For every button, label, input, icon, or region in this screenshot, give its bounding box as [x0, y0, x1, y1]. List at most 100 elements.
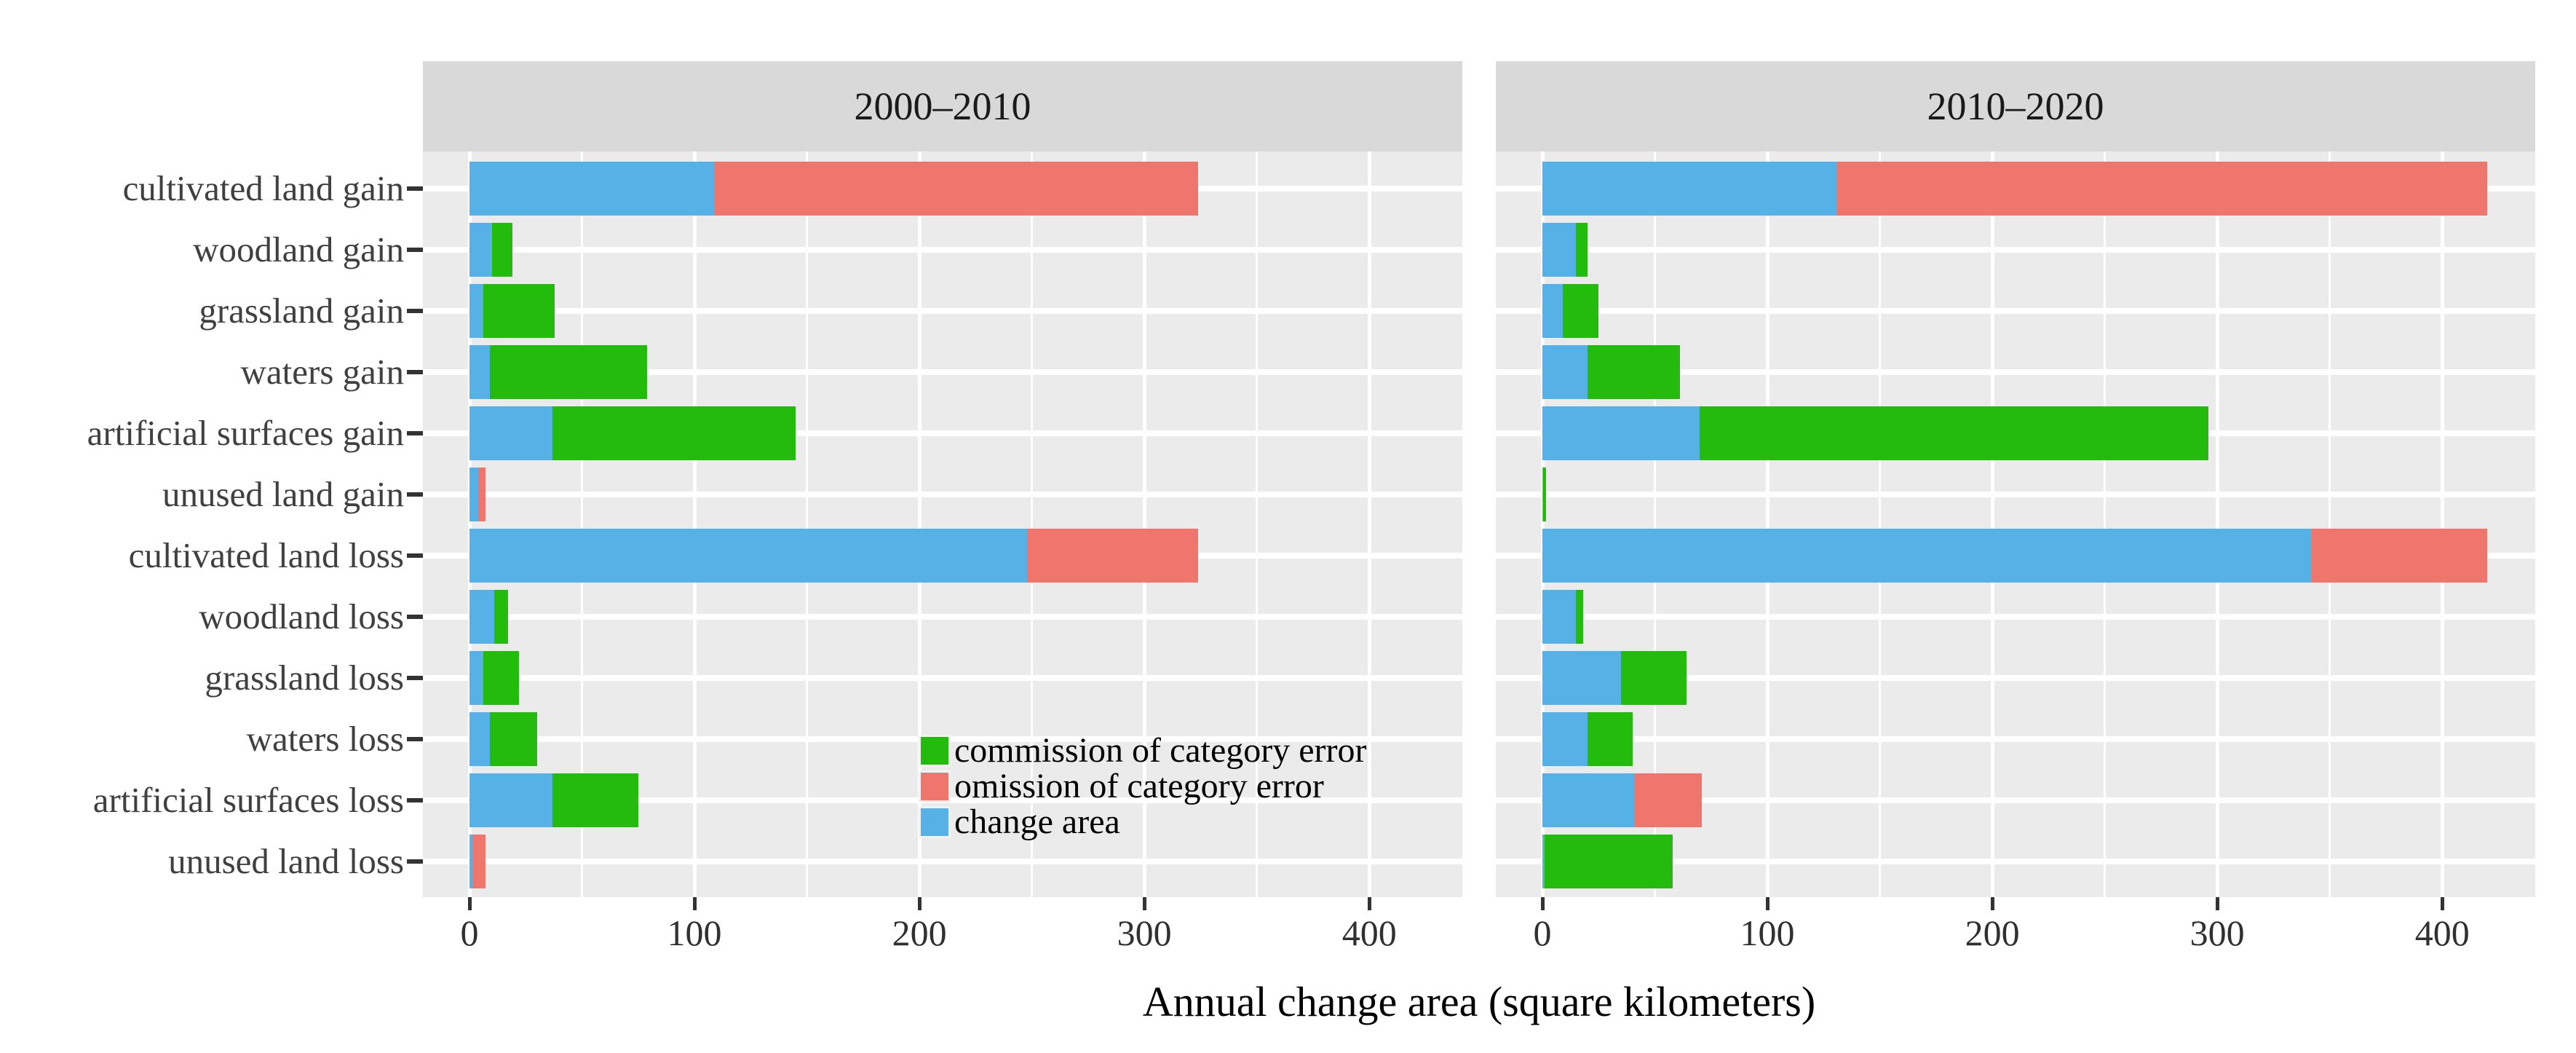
- bar-segment-change-area: [469, 162, 715, 216]
- y-axis-tick: [407, 859, 423, 864]
- y-axis-category-label: unused land loss: [168, 841, 404, 881]
- x-axis-title: Annual change area (square kilometers): [1142, 978, 1816, 1025]
- bar-row: [469, 712, 537, 766]
- bar-segment-commission: [483, 284, 555, 338]
- facet-strip: 2000–2010: [423, 61, 1462, 151]
- x-axis-tick-label: 400: [2414, 912, 2470, 953]
- grid-category-h-line: [1496, 736, 2535, 742]
- bar-segment-commission: [1700, 406, 2208, 460]
- bar-segment-change-area: [469, 345, 490, 399]
- y-axis-category-label: cultivated land gain: [122, 168, 404, 208]
- bar-segment-change-area: [469, 284, 483, 338]
- bar-row: [1542, 835, 1673, 888]
- bar-segment-omission: [1027, 529, 1199, 583]
- grid-major-v-line: [467, 151, 472, 897]
- y-axis-tick: [407, 492, 423, 497]
- bar-row: [1542, 406, 2208, 460]
- grid-minor-v-line: [1031, 151, 1034, 897]
- grid-major-v-line: [1142, 151, 1146, 897]
- y-axis-category-label: waters gain: [240, 352, 405, 392]
- x-axis-tick: [917, 897, 922, 910]
- bar-row: [469, 835, 486, 888]
- grid-category-h-line: [423, 369, 1462, 375]
- grid-major-v-line: [2440, 151, 2444, 897]
- grid-minor-v-line: [1879, 151, 1882, 897]
- y-axis-category-label: grassland loss: [205, 658, 404, 698]
- bar-segment-change-area: [469, 651, 483, 705]
- legend-label: omission of category error: [954, 767, 1324, 805]
- bar-segment-change-area: [469, 712, 490, 766]
- bar-row: [1542, 345, 1680, 399]
- bar-segment-change-area: [469, 835, 473, 888]
- grid-category-h-line: [423, 614, 1462, 620]
- bar-row: [469, 651, 519, 705]
- grid-category-h-line: [1496, 614, 2535, 620]
- grid-minor-v-line: [2329, 151, 2331, 897]
- bar-segment-change-area: [469, 223, 492, 277]
- bar-row: [469, 406, 796, 460]
- x-axis-tick: [467, 897, 472, 910]
- bar-segment-change-area: [1542, 835, 1545, 888]
- x-axis-tick-label: 400: [1341, 912, 1397, 953]
- grid-minor-v-line: [2104, 151, 2107, 897]
- x-axis-tick: [1990, 897, 1994, 910]
- bar-segment-commission: [1587, 345, 1680, 399]
- grid-category-h-line: [423, 247, 1462, 253]
- x-axis-tick: [2440, 897, 2444, 910]
- plot-panel: [1496, 151, 2535, 897]
- bar-row: [469, 529, 1199, 583]
- legend-swatch-omission-icon: [921, 772, 948, 800]
- y-axis-tick: [407, 309, 423, 313]
- bar-segment-commission: [483, 651, 519, 705]
- bar-row: [1542, 773, 1703, 827]
- grid-category-h-line: [1496, 492, 2535, 497]
- bar-segment-change-area: [469, 590, 494, 644]
- grid-category-h-line: [1496, 859, 2535, 864]
- y-axis-tick: [407, 737, 423, 741]
- x-axis-tick: [1765, 897, 1769, 910]
- bar-row: [469, 223, 512, 277]
- grid-major-v-line: [917, 151, 922, 897]
- grid-category-h-line: [423, 308, 1462, 314]
- x-axis-tick: [1367, 897, 1371, 910]
- bar-segment-change-area: [1542, 284, 1563, 338]
- legend-key: [919, 734, 951, 767]
- bar-segment-change-area: [1542, 773, 1635, 827]
- y-axis-category-label: cultivated land loss: [128, 535, 404, 575]
- legend: commission of category error omission of …: [919, 731, 1366, 841]
- grid-minor-v-line: [581, 151, 584, 897]
- x-axis-tick-label: 200: [892, 912, 947, 953]
- legend-item: commission of category error: [919, 731, 1366, 770]
- y-axis-tick: [407, 676, 423, 680]
- grid-category-h-line: [423, 492, 1462, 497]
- grid-major-v-line: [1765, 151, 1769, 897]
- bar-segment-change-area: [1542, 529, 2312, 583]
- bar-segment-omission: [1634, 773, 1703, 827]
- bar-segment-change-area: [1542, 712, 1588, 766]
- bar-segment-commission: [552, 406, 796, 460]
- grid-minor-v-line: [1256, 151, 1259, 897]
- facet-strip: 2010–2020: [1496, 61, 2535, 151]
- x-axis-tick-label: 300: [1117, 912, 1172, 953]
- legend-swatch-change-area-icon: [921, 808, 948, 836]
- bar-segment-omission: [1836, 162, 2488, 216]
- bar-segment-change-area: [1542, 651, 1622, 705]
- grid-major-v-line: [692, 151, 697, 897]
- bar-segment-commission: [1542, 468, 1546, 521]
- bar-segment-omission: [478, 468, 486, 521]
- bar-row: [1542, 590, 1583, 644]
- bar-segment-commission: [489, 712, 537, 766]
- grid-major-v-line: [1990, 151, 1994, 897]
- bar-segment-change-area: [469, 406, 553, 460]
- y-axis-category-label: artificial surfaces loss: [92, 780, 404, 820]
- bar-row: [469, 590, 508, 644]
- bar-row: [469, 468, 486, 521]
- grid-major-v-line: [2215, 151, 2219, 897]
- bar-segment-omission: [2311, 529, 2488, 583]
- y-axis-category-label: waters loss: [246, 719, 404, 759]
- x-axis-tick-label: 200: [1965, 912, 2020, 953]
- bar-segment-commission: [1562, 284, 1599, 338]
- bar-segment-change-area: [469, 529, 1028, 583]
- y-axis-category-label: unused land gain: [162, 474, 404, 514]
